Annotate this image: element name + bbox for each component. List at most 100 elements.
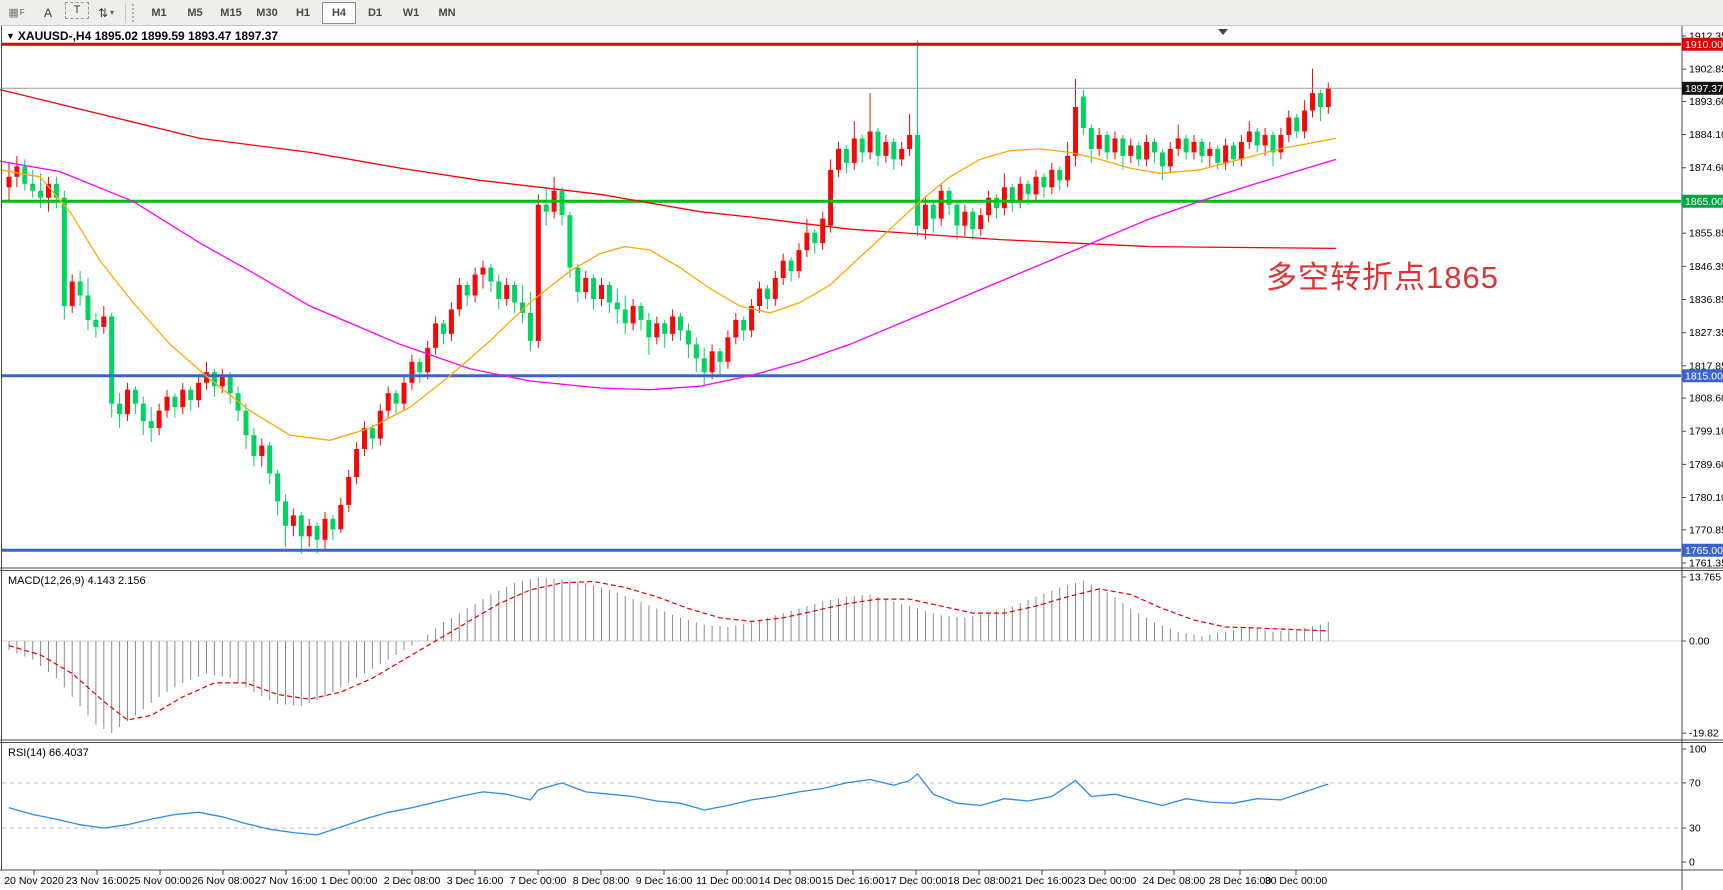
candle-body	[1080, 96, 1086, 128]
candle-body	[599, 285, 604, 299]
candle-body	[614, 302, 620, 310]
chevron-down-icon[interactable]: ▼	[6, 31, 15, 41]
price-axis-label: 1874.60	[1689, 162, 1723, 174]
candle-body	[1175, 138, 1181, 149]
candle-body	[654, 323, 660, 338]
candle-body	[875, 131, 881, 156]
candle-body	[1286, 117, 1292, 135]
candle-body	[867, 131, 873, 153]
candle-body	[480, 267, 486, 275]
candle-body	[22, 166, 28, 184]
candle-body	[354, 449, 360, 477]
candle-body	[1325, 88, 1331, 108]
candle-body	[188, 389, 194, 401]
candle-body	[1278, 134, 1284, 153]
timeframe-button-w1[interactable]: W1	[402, 6, 420, 19]
candle-body	[488, 267, 494, 282]
candle-body	[733, 319, 739, 338]
candle-body	[338, 504, 344, 530]
candle-body	[907, 134, 913, 149]
candle-body	[472, 274, 478, 296]
price-axis-label: 1846.35	[1689, 261, 1723, 273]
candle-body	[204, 372, 209, 383]
timeframe-button-m30[interactable]: M30	[256, 6, 278, 19]
time-axis-label: 18 Dec 08:00	[948, 875, 1011, 887]
candle-body	[1199, 141, 1205, 156]
candle-body	[804, 232, 810, 251]
candle-body	[275, 473, 281, 502]
candle-body	[30, 183, 36, 191]
candle-body	[1001, 187, 1007, 209]
candle-body	[227, 375, 233, 394]
chart-shift-marker-icon	[1218, 29, 1228, 35]
candle-body	[1104, 134, 1110, 153]
timeframe-button-group: M1 M5 M15 M30 H1 H4 D1 W1 MN	[141, 1, 465, 24]
candle-body	[709, 351, 715, 373]
templates-grid-icon[interactable]: ▦ F	[8, 7, 24, 19]
chart-text-annotation[interactable]: 多空转折点1865	[1266, 260, 1499, 295]
rsi-axis-label: 30	[1689, 823, 1701, 835]
candle-body	[259, 445, 265, 457]
time-axis-label: 23 Nov 16:00	[66, 875, 129, 887]
candle-body	[678, 316, 683, 331]
candle-body	[1112, 138, 1118, 153]
rsi-line	[8, 772, 1329, 836]
timeframe-button-m5[interactable]: M5	[187, 6, 203, 19]
candle-body	[575, 267, 581, 292]
candle-body	[757, 288, 762, 306]
timeframe-button-d1[interactable]: D1	[367, 6, 383, 19]
candle-body	[693, 344, 699, 359]
candle-body	[385, 393, 391, 411]
candle-body	[1144, 141, 1150, 160]
candle-body	[456, 285, 462, 310]
candle-body	[764, 288, 770, 299]
price-axis-label: 1808.60	[1689, 393, 1723, 405]
candle-body	[196, 382, 202, 401]
timeframe-button-m1[interactable]: M1	[151, 6, 167, 19]
candle-body	[922, 204, 928, 230]
toolbar-drag-handle[interactable]	[132, 3, 138, 22]
candle-body	[946, 190, 952, 205]
candle-body	[464, 285, 470, 296]
candle-body	[1215, 148, 1221, 163]
candle-body	[377, 410, 383, 439]
timeframe-button-mn[interactable]: MN	[438, 6, 456, 19]
price-axis-label: 1902.85	[1689, 64, 1723, 76]
candle-body	[662, 323, 668, 334]
time-axis-label: 3 Dec 16:00	[447, 875, 504, 887]
time-axis-label: 11 Dec 00:00	[696, 875, 758, 887]
price-axis-label: 1893.60	[1689, 96, 1723, 108]
time-axis-label: 21 Dec 16:00	[1011, 875, 1074, 887]
candle-body	[61, 197, 67, 306]
candle-body	[1033, 176, 1039, 195]
toolbar: ▦ F A T ⇅ ▾ M1 M5 M15 M30 H1 H4 D1 W1 MN	[0, 0, 1723, 26]
candle-body	[812, 232, 818, 244]
text-label-icon[interactable]: A	[43, 5, 52, 20]
timeframe-button-h4[interactable]: H4	[322, 1, 356, 24]
candle-body	[978, 215, 984, 230]
candle-body	[251, 435, 257, 457]
timeframe-button-m15[interactable]: M15	[220, 6, 242, 19]
candle-body	[211, 372, 217, 387]
candle-body	[369, 428, 375, 439]
candle-body	[148, 421, 154, 429]
candle-body	[156, 410, 162, 429]
timeframe-button-h1[interactable]: H1	[295, 6, 311, 19]
text-box-icon[interactable]: T	[65, 1, 89, 19]
arrange-windows-icon[interactable]: ⇅ ▾	[97, 5, 115, 20]
price-level-badge-bg	[1682, 37, 1723, 51]
price-axis-label: 1761.35	[1689, 557, 1723, 569]
candle-body	[1041, 176, 1047, 188]
chart-ohlc-title: ▼ XAUUSD-,H4 1895.02 1899.59 1893.47 1897…	[6, 29, 278, 43]
candle-body	[1191, 141, 1197, 153]
candle-body	[1073, 107, 1078, 156]
rsi-axis-label: 0	[1689, 857, 1695, 869]
price-axis-label: 1827.35	[1689, 327, 1723, 339]
candle-body	[109, 316, 115, 404]
candle-body	[788, 260, 794, 272]
candle-body	[725, 337, 731, 362]
candle-body	[938, 190, 944, 219]
candle-body	[1152, 141, 1157, 153]
candle-body	[117, 403, 123, 415]
